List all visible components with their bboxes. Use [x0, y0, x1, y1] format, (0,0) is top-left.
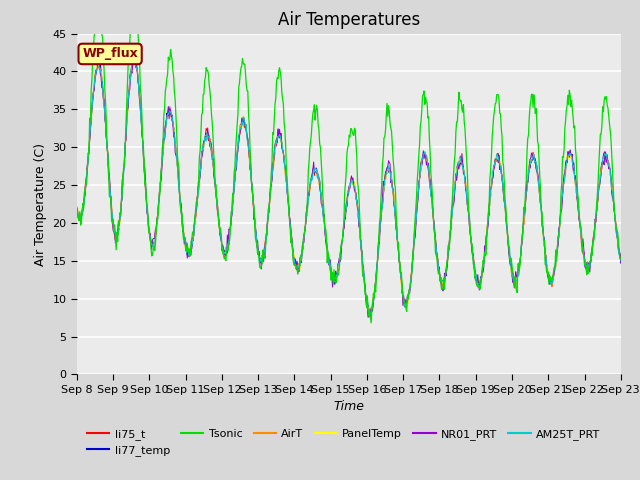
li77_temp: [367, 312, 374, 318]
li75_t: [195, 187, 202, 193]
Tsonic: [433, 252, 440, 258]
NR01_PRT: [73, 204, 81, 210]
NR01_PRT: [223, 232, 231, 238]
AM25T_PRT: [73, 205, 81, 211]
Tsonic: [617, 256, 625, 262]
NR01_PRT: [83, 174, 90, 180]
PanelTemp: [83, 168, 90, 174]
AM25T_PRT: [617, 257, 625, 263]
AM25T_PRT: [223, 242, 231, 248]
Legend: li75_t, li77_temp, Tsonic, AirT, PanelTemp, NR01_PRT, AM25T_PRT: li75_t, li77_temp, Tsonic, AirT, PanelTe…: [83, 424, 605, 460]
AirT: [617, 257, 625, 263]
li77_temp: [83, 172, 90, 178]
PanelTemp: [140, 156, 147, 162]
li77_temp: [130, 57, 138, 62]
Line: PanelTemp: PanelTemp: [77, 56, 621, 317]
li75_t: [73, 209, 81, 215]
li75_t: [617, 260, 625, 265]
PanelTemp: [73, 207, 81, 213]
AM25T_PRT: [83, 170, 90, 176]
AirT: [223, 247, 231, 252]
AirT: [73, 208, 81, 214]
li75_t: [130, 56, 138, 61]
Tsonic: [73, 205, 81, 211]
NR01_PRT: [195, 178, 202, 183]
PanelTemp: [617, 259, 625, 264]
Line: NR01_PRT: NR01_PRT: [77, 51, 621, 317]
li75_t: [223, 248, 231, 253]
li75_t: [140, 149, 147, 155]
AM25T_PRT: [433, 244, 440, 250]
PanelTemp: [195, 186, 202, 192]
Line: AirT: AirT: [77, 56, 621, 316]
AirT: [195, 187, 202, 193]
Line: AM25T_PRT: AM25T_PRT: [77, 57, 621, 315]
li75_t: [366, 314, 374, 320]
li75_t: [417, 168, 424, 174]
AM25T_PRT: [365, 312, 372, 318]
li77_temp: [433, 246, 440, 252]
NR01_PRT: [617, 259, 625, 265]
NR01_PRT: [433, 246, 440, 252]
PanelTemp: [223, 243, 231, 249]
NR01_PRT: [417, 163, 424, 168]
Tsonic: [417, 123, 424, 129]
AirT: [364, 313, 372, 319]
Tsonic: [367, 320, 375, 326]
Tsonic: [83, 181, 90, 187]
Tsonic: [140, 144, 147, 150]
PanelTemp: [417, 168, 424, 173]
X-axis label: Time: Time: [333, 400, 364, 413]
NR01_PRT: [364, 314, 372, 320]
AM25T_PRT: [417, 167, 424, 172]
li75_t: [433, 244, 440, 250]
Text: WP_flux: WP_flux: [82, 48, 138, 60]
PanelTemp: [433, 250, 440, 255]
li77_temp: [195, 181, 202, 187]
li77_temp: [223, 247, 231, 253]
PanelTemp: [130, 53, 138, 59]
li77_temp: [140, 151, 147, 157]
Line: Tsonic: Tsonic: [77, 0, 621, 323]
NR01_PRT: [131, 48, 139, 54]
AM25T_PRT: [195, 187, 202, 193]
Y-axis label: Air Temperature (C): Air Temperature (C): [34, 143, 47, 265]
li77_temp: [617, 260, 625, 266]
Tsonic: [195, 177, 202, 183]
li77_temp: [417, 173, 424, 179]
AM25T_PRT: [140, 156, 147, 162]
li77_temp: [73, 208, 81, 214]
AirT: [417, 172, 424, 178]
NR01_PRT: [140, 153, 147, 158]
AirT: [83, 172, 90, 178]
AirT: [433, 247, 440, 252]
AM25T_PRT: [131, 54, 138, 60]
Line: li77_temp: li77_temp: [77, 60, 621, 315]
Line: li75_t: li75_t: [77, 59, 621, 317]
Tsonic: [223, 248, 231, 253]
Title: Air Temperatures: Air Temperatures: [278, 11, 420, 29]
AirT: [140, 153, 147, 159]
AirT: [130, 53, 138, 59]
PanelTemp: [365, 314, 372, 320]
li75_t: [83, 172, 90, 178]
